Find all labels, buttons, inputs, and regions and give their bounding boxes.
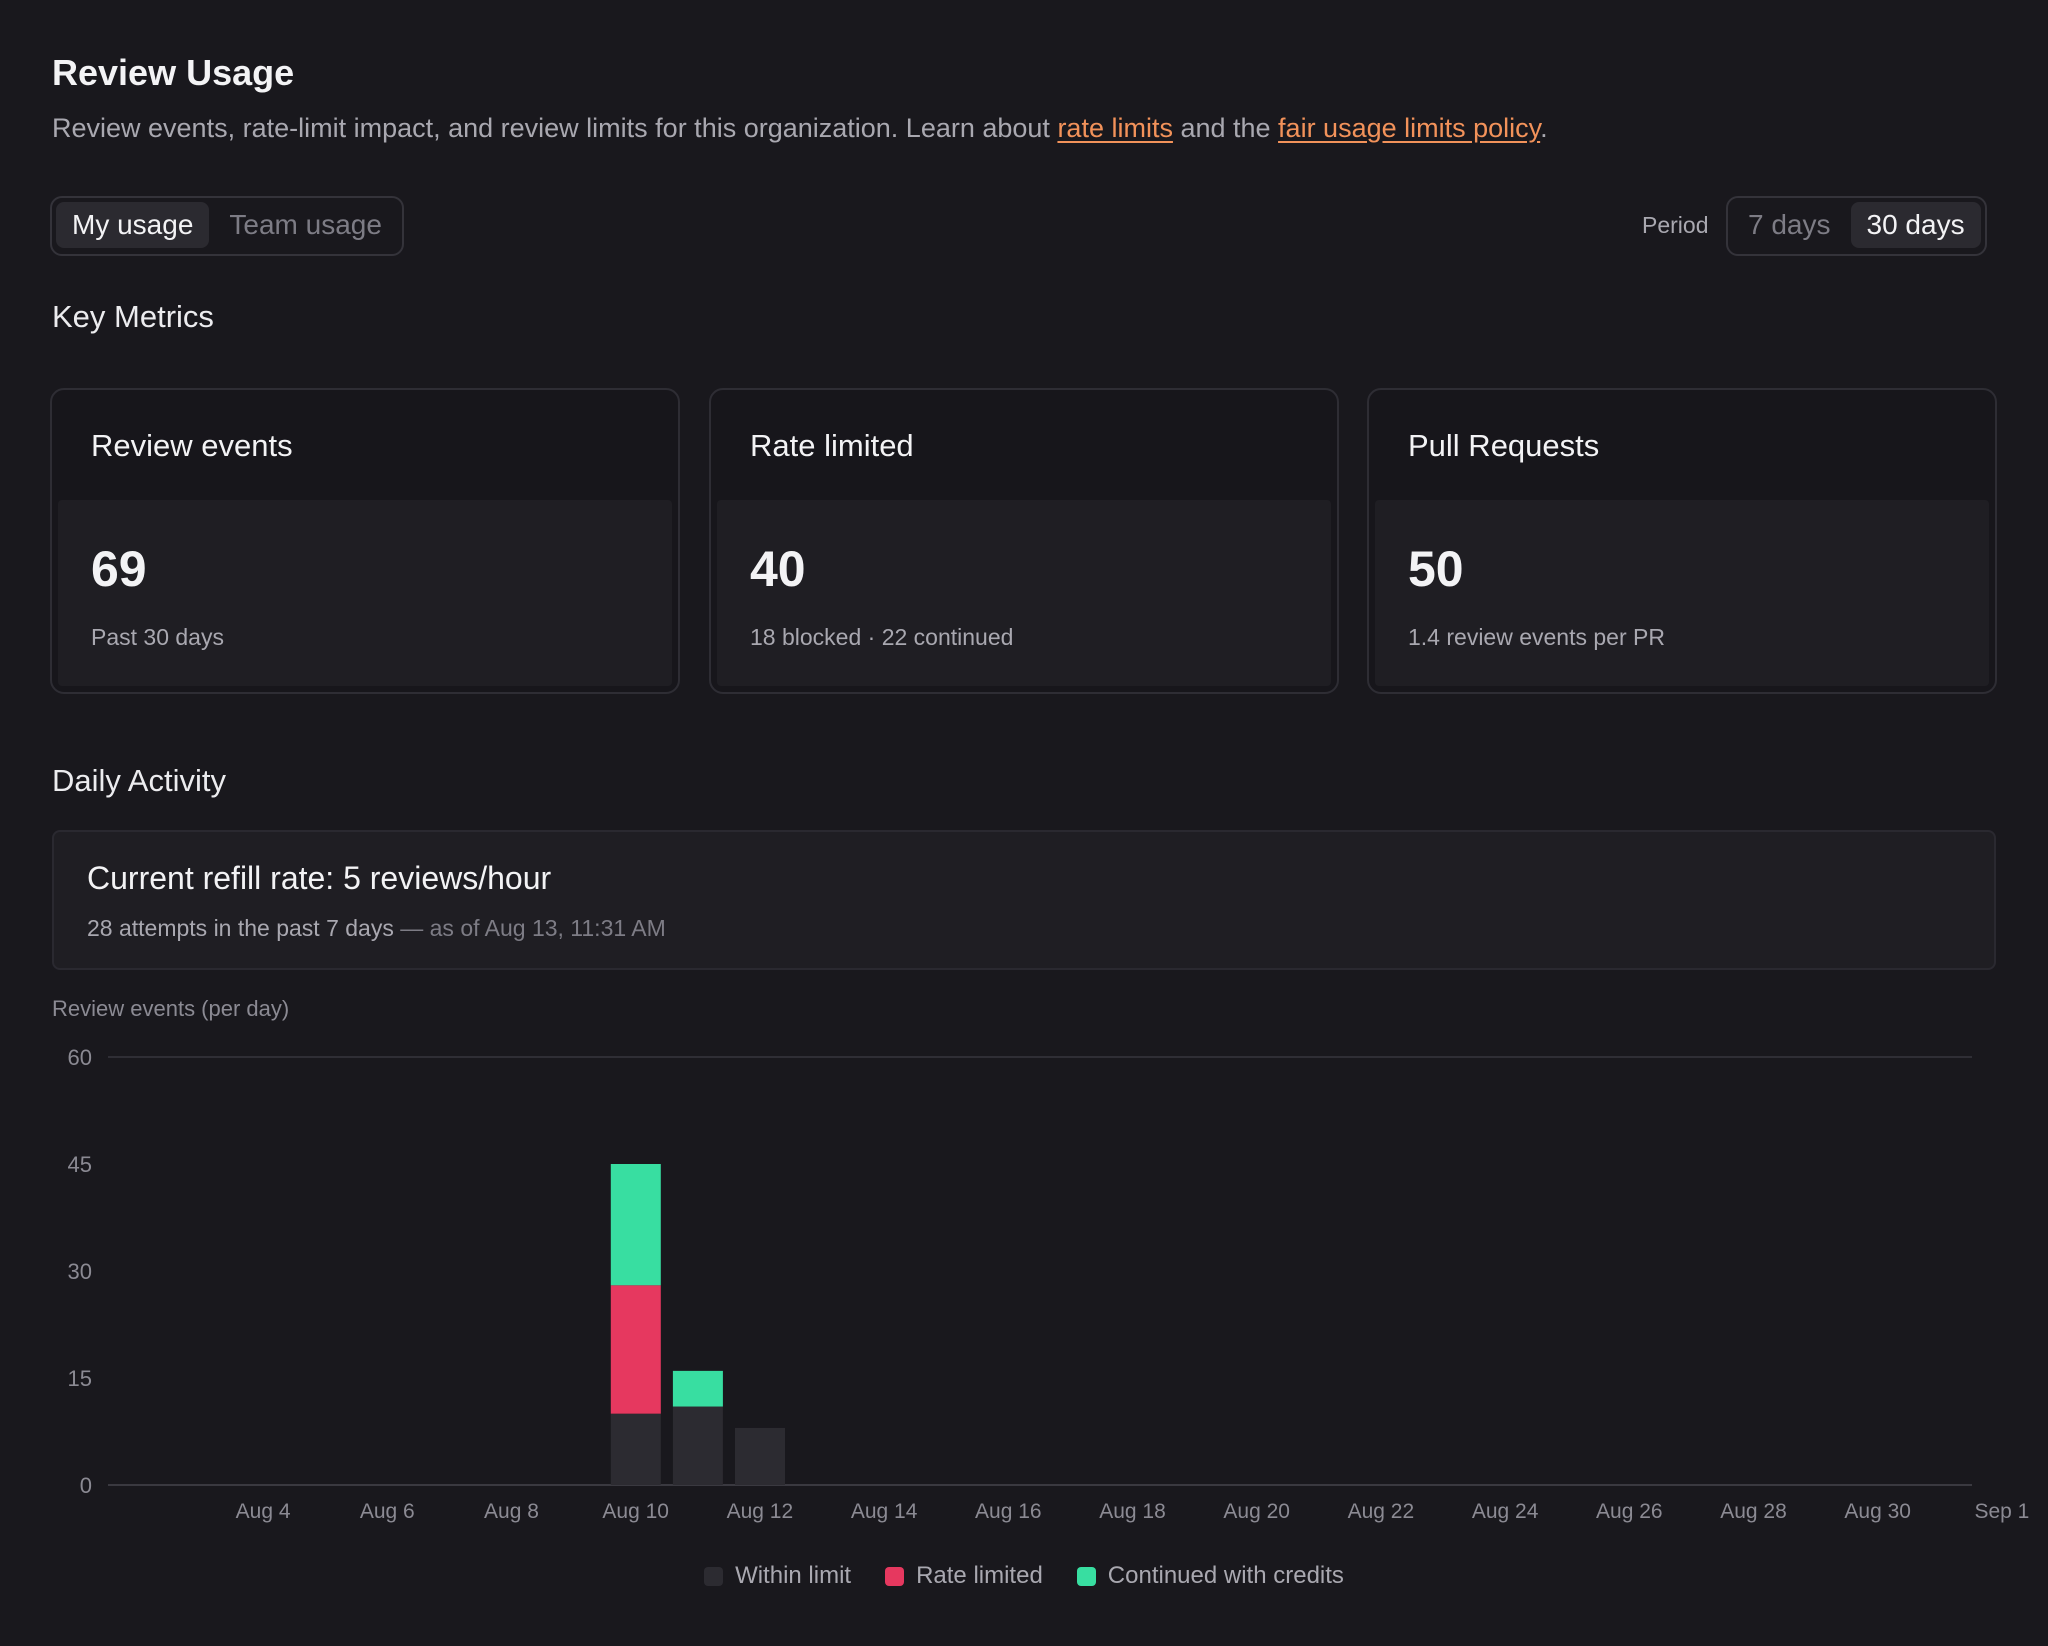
x-tick-label: Aug 4 (236, 1500, 291, 1523)
legend-item-rate-limited: Rate limited (885, 1562, 1043, 1590)
period-toggle: 7 days 30 days (1726, 196, 1987, 256)
as-of-timestamp: — as of Aug 13, 11:31 AM (393, 915, 666, 941)
legend-item-continued: Continued with credits (1076, 1562, 1344, 1590)
chart-title: Review events (per day) (52, 996, 290, 1021)
x-tick-label: Aug 26 (1596, 1500, 1663, 1523)
period-30-days-button[interactable]: 30 days (1850, 202, 1981, 248)
y-tick-label: 0 (80, 1473, 92, 1498)
bar-segment-within-limit (672, 1406, 723, 1485)
legend-swatch (704, 1566, 724, 1586)
bar-segment-continued-with-credits (672, 1370, 723, 1407)
usage-scope-toggle: My usage Team usage (50, 196, 404, 256)
legend-label: Within limit (735, 1562, 852, 1589)
metric-card-body: 69 Past 30 days (58, 500, 672, 686)
metric-card-review-events: Review events 69 Past 30 days (50, 388, 680, 694)
metric-value: 69 (91, 541, 147, 597)
chart-legend: Within limit Rate limited Continued with… (0, 1562, 2048, 1590)
x-tick-label: Aug 6 (360, 1500, 415, 1523)
period-label: Period (1642, 212, 1709, 238)
page-title: Review Usage (52, 52, 295, 93)
x-tick-label: Aug 10 (602, 1500, 669, 1523)
intro-prefix: Review events, rate-limit impact, and re… (52, 113, 1058, 143)
metric-card-body: 40 18 blocked · 22 continued (717, 500, 1331, 686)
bar-segment-within-limit (610, 1413, 661, 1485)
fair-usage-policy-link[interactable]: fair usage limits policy (1278, 113, 1541, 143)
refill-rate-title: Current refill rate: 5 reviews/hour (87, 860, 552, 896)
daily-activity-heading: Daily Activity (52, 763, 226, 798)
y-tick-label: 60 (68, 1045, 92, 1070)
metric-subtext: Past 30 days (91, 624, 224, 650)
x-tick-label: Aug 18 (1099, 1500, 1166, 1523)
legend-label: Continued with credits (1107, 1562, 1344, 1589)
y-tick-label: 45 (68, 1152, 92, 1177)
x-tick-label: Aug 14 (851, 1500, 918, 1523)
x-tick-label: Aug 20 (1223, 1500, 1290, 1523)
metric-subtext: 18 blocked · 22 continued (750, 624, 1014, 650)
legend-swatch (1076, 1566, 1096, 1586)
metric-value: 50 (1408, 541, 1464, 597)
metric-card-rate-limited: Rate limited 40 18 blocked · 22 continue… (709, 388, 1339, 694)
tab-my-usage[interactable]: My usage (56, 202, 210, 248)
tab-team-usage[interactable]: Team usage (229, 209, 382, 240)
x-tick-label: Aug 24 (1472, 1500, 1539, 1523)
x-tick-label: Aug 12 (727, 1500, 794, 1523)
refill-rate-subtext: 28 attempts in the past 7 days — as of A… (87, 915, 666, 942)
metric-subtext: 1.4 review events per PR (1408, 624, 1665, 650)
metric-value: 40 (750, 541, 806, 597)
intro-middle: and the (1172, 113, 1279, 143)
bar-segment-rate-limited (610, 1285, 661, 1414)
x-tick-label: Aug 28 (1720, 1500, 1787, 1523)
x-tick-label: Sep 1 (1974, 1500, 2029, 1523)
metric-card-pull-requests: Pull Requests 50 1.4 review events per P… (1367, 388, 1997, 694)
x-tick-label: Aug 16 (975, 1500, 1042, 1523)
bar-segment-continued-with-credits (610, 1164, 661, 1286)
y-tick-label: 30 (68, 1259, 92, 1284)
x-tick-label: Aug 22 (1348, 1500, 1415, 1523)
legend-label: Rate limited (916, 1562, 1043, 1589)
period-7-days-button[interactable]: 7 days (1748, 209, 1831, 240)
metric-card-title: Pull Requests (1408, 428, 1600, 463)
metric-card-body: 50 1.4 review events per PR (1375, 500, 1989, 686)
bar-segment-within-limit (735, 1427, 785, 1485)
key-metrics-heading: Key Metrics (52, 299, 214, 334)
metric-card-title: Rate limited (750, 428, 914, 463)
refill-rate-panel: Current refill rate: 5 reviews/hour 28 a… (52, 830, 1996, 970)
x-tick-label: Aug 8 (484, 1500, 539, 1523)
page-description: Review events, rate-limit impact, and re… (52, 113, 1548, 144)
x-tick-label: Aug 30 (1844, 1500, 1911, 1523)
legend-swatch (885, 1566, 905, 1586)
daily-activity-chart: 0 15 30 45 60 Aug 4 Aug 6 Aug 8 Aug 10 Aug 12 Aug … (68, 1045, 2030, 1523)
intro-suffix: . (1540, 113, 1548, 143)
metric-card-title: Review events (91, 428, 293, 463)
legend-item-within-limit: Within limit (704, 1562, 851, 1590)
rate-limits-link[interactable]: rate limits (1057, 113, 1173, 143)
y-tick-label: 15 (68, 1366, 92, 1391)
attempts-count: 28 attempts in the past 7 days (87, 915, 394, 941)
